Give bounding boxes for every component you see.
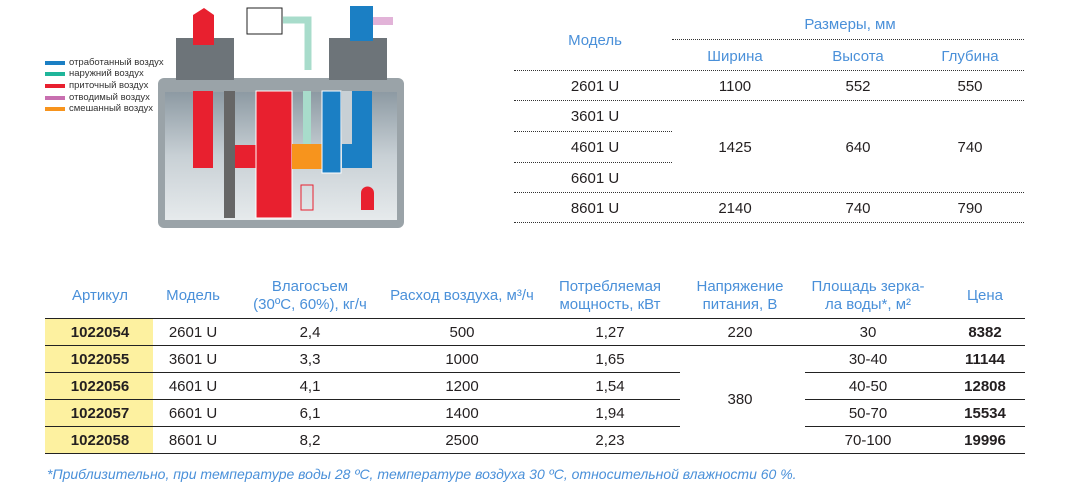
voltage-380: 380 [727,391,753,408]
header-line: Потребляемая [558,278,662,295]
legend-label: отводимый воздух [69,92,150,103]
header-line: Модель [166,287,220,304]
header-line: Артикул [72,287,128,304]
col-width: Ширина [707,48,763,65]
cell-price: 15534 [964,405,1006,422]
cell-airflow: 2500 [445,432,479,449]
dim-model: 6601 U [570,170,620,187]
cell-area: 40-50 [848,378,888,395]
row-divider [45,426,680,427]
cell-price: 19996 [964,432,1006,449]
cell-power: 1,54 [595,378,625,395]
row-divider [805,426,1025,427]
cell-area: 70-100 [844,432,892,449]
cell-model: 3601 U [168,351,218,368]
article-highlight [45,319,153,453]
legend-item: отработанный воздух [45,57,164,68]
cell-power: 1,65 [595,351,625,368]
spec-col-header: Цена [967,287,1003,305]
cell-moisture: 6,1 [299,405,321,422]
unit-diagram [158,6,404,228]
legend-label: отработанный воздух [69,57,164,68]
header-line: мощность, кВт [559,296,661,313]
row-divider [805,399,1025,400]
cell-model: 2601 U [168,324,218,341]
row-divider [45,372,680,373]
legend-item: приточный воздух [45,80,148,91]
cell-airflow: 500 [449,324,475,341]
cell-article: 1022058 [70,432,130,449]
legend-label: приточный воздух [69,80,149,91]
cell-model: 8601 U [168,432,218,449]
cell-moisture: 8,2 [299,432,321,449]
cell-price: 8382 [968,324,1002,341]
cell-power: 1,94 [595,405,625,422]
legend-label: наружний воздух [69,68,144,79]
header-line: (30ºC, 60%), кг/ч [253,296,367,313]
spec-col-header: Напряжение питания, В [697,278,784,314]
cell-moisture: 2,4 [299,324,321,341]
cell-model: 6601 U [168,405,218,422]
legend-item: отводимый воздух [45,92,150,103]
cell-article: 1022055 [70,351,130,368]
legend-item: смешанный воздух [45,103,153,114]
cell-moisture: 4,1 [299,378,321,395]
col-depth: Глубина [941,48,999,65]
legend-item: наружний воздух [45,68,144,79]
dim-depth: 740 [957,139,983,156]
cell-article: 1022054 [70,324,130,341]
cell-article: 1022057 [70,405,130,422]
cell-airflow: 1400 [445,405,479,422]
dim-model: 8601 U [570,200,620,217]
col-height: Высота [832,48,884,65]
cell-model: 4601 U [168,378,218,395]
cell-power: 1,27 [595,324,625,341]
header-line: питания, В [702,296,778,313]
spec-col-header: Площадь зерка-ла воды*, м² [811,278,924,314]
cell-area: 50-70 [848,405,888,422]
spec-col-header: Модель [166,287,220,305]
cell-power: 2,23 [595,432,625,449]
spec-col-header: Расход воздуха, м³/ч [390,287,534,305]
dim-height: 552 [845,78,871,95]
header-line: Напряжение [696,278,784,295]
footnote: *Приблизительно, при температуре воды 28… [47,466,797,482]
header-line: ла воды*, м² [824,296,912,313]
row-divider [45,345,1025,346]
dim-height: 640 [845,139,871,156]
row-divider [805,372,1025,373]
header-line: Влагосъем [271,278,349,295]
spec-col-header: Потребляемая мощность, кВт [559,278,661,314]
dim-width: 1100 [718,78,752,95]
dim-model: 2601 U [570,78,620,95]
dim-width: 1425 [718,139,752,156]
cell-moisture: 3,3 [299,351,321,368]
spec-col-header: Влагосъем (30ºC, 60%), кг/ч [253,278,367,314]
cell-area: 30 [859,324,877,341]
col-dimensions: Размеры, мм [804,16,896,33]
dim-height: 740 [845,200,871,217]
spec-col-header: Артикул [72,287,128,305]
cell-price: 11144 [964,351,1006,368]
cell-area: 30-40 [848,351,888,368]
dim-depth: 550 [957,78,983,95]
header-line: Площадь зерка- [811,278,925,295]
legend-label: смешанный воздух [69,103,154,114]
header-line: Цена [966,287,1004,304]
cell-article: 1022056 [70,378,130,395]
row-divider [45,399,680,400]
cell-airflow: 1000 [445,351,479,368]
col-model: Модель [568,32,622,49]
dim-width: 2140 [718,200,752,217]
header-line: Расход воздуха, м³/ч [390,287,534,304]
cell-price: 12808 [964,378,1006,395]
voltage-220: 220 [727,324,753,341]
dim-depth: 790 [957,200,983,217]
cell-airflow: 1200 [445,378,479,395]
dim-model: 3601 U [570,108,620,125]
dim-model: 4601 U [570,139,620,156]
